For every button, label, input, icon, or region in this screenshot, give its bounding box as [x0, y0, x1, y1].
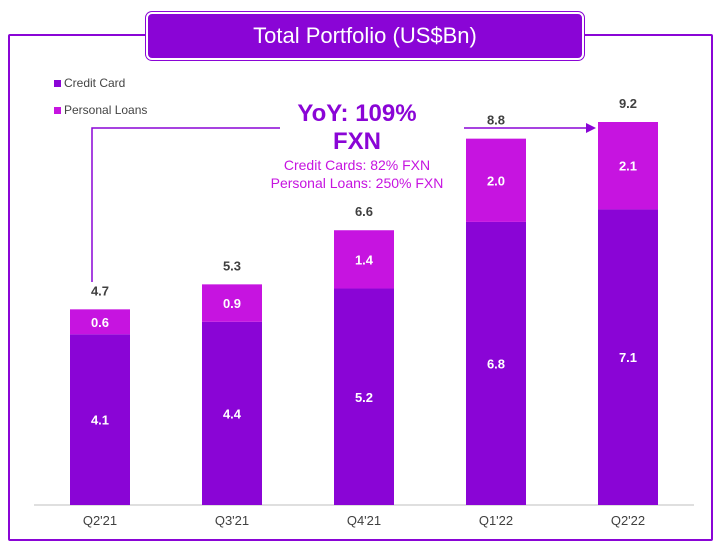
data-label-credit-card: 5.2 [355, 390, 373, 405]
legend-item-personal-loans: Personal Loans [54, 103, 147, 117]
bar-personal-loans [70, 309, 130, 335]
bar-personal-loans [466, 138, 526, 222]
total-label: 4.7 [91, 283, 109, 298]
data-label-personal-loans: 2.1 [619, 159, 637, 174]
chart-title: Total Portfolio (US$Bn) [146, 12, 584, 60]
data-label-credit-card: 7.1 [619, 350, 637, 365]
legend-item-credit-card: Credit Card [54, 76, 125, 90]
bar-personal-loans [202, 284, 262, 322]
x-tick-label: Q1'22 [479, 513, 513, 528]
x-tick-label: Q2'22 [611, 513, 645, 528]
legend-label-personal-loans: Personal Loans [64, 103, 148, 117]
bar-credit-card [202, 321, 262, 505]
total-label: 5.3 [223, 258, 241, 273]
arrow-head [586, 123, 596, 133]
x-tick-label: Q2'21 [83, 513, 117, 528]
bar-personal-loans [334, 230, 394, 289]
data-label-credit-card: 4.4 [223, 406, 242, 421]
total-label: 6.6 [355, 204, 373, 219]
callout-connector-left [91, 127, 280, 282]
bar-credit-card [70, 334, 130, 505]
bar-credit-card [334, 288, 394, 505]
yoy-growth-label: YoY: 109% [297, 100, 417, 127]
yoy-fxn-label: FXN [333, 128, 381, 155]
credit-cards-growth: Credit Cards: 82% FXN [283, 157, 431, 173]
x-tick-label: Q3'21 [215, 513, 249, 528]
data-label-credit-card: 4.1 [91, 413, 109, 428]
x-tick-label: Q4'21 [347, 513, 381, 528]
total-label: 8.8 [487, 113, 505, 128]
total-label: 9.2 [619, 96, 637, 111]
bar-personal-loans [598, 122, 658, 210]
bar-credit-card [466, 221, 526, 506]
yoy-callout: YoY: 109% FXN Credit Cards: 82% FXN Pers… [250, 100, 464, 192]
data-label-personal-loans: 2.0 [487, 173, 505, 188]
legend-swatch-personal-loans [54, 107, 61, 115]
legend-label-credit-card: Credit Card [64, 76, 126, 90]
legend-swatch-credit-card [54, 80, 61, 88]
data-label-credit-card: 6.8 [487, 356, 505, 371]
personal-loans-growth: Personal Loans: 250% FXN [270, 175, 444, 191]
bar-credit-card [598, 209, 658, 505]
data-label-personal-loans: 0.6 [91, 315, 109, 330]
data-label-personal-loans: 1.4 [355, 252, 374, 267]
data-label-personal-loans: 0.9 [223, 296, 241, 311]
